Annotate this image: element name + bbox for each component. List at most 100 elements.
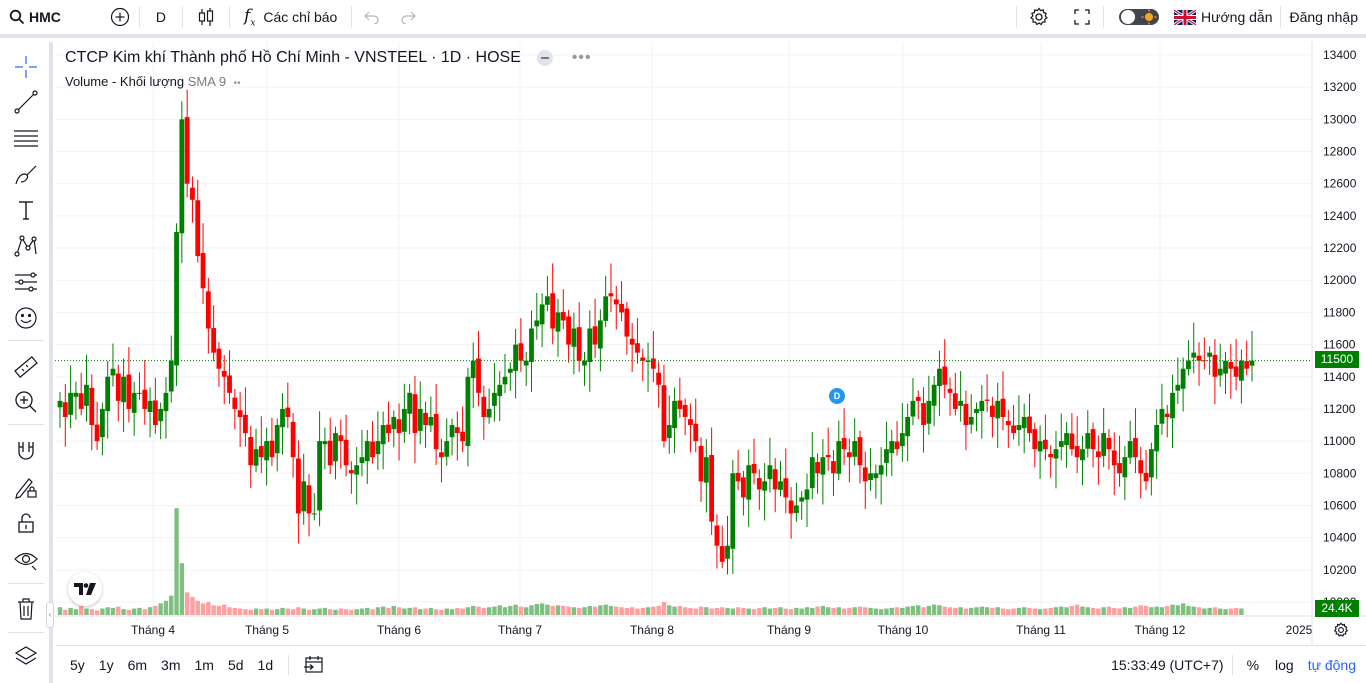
- range-button-1y[interactable]: 1y: [98, 656, 114, 673]
- last-volume-label: 24.4K: [1315, 600, 1359, 617]
- volume-bar: [1133, 606, 1138, 615]
- candle-body: [762, 481, 768, 491]
- volume-bar: [105, 607, 110, 615]
- symbol-label: HMC: [29, 9, 61, 25]
- candle-body: [1122, 457, 1128, 478]
- volume-bar: [455, 607, 460, 615]
- date-range-buttons: 5y 1y 6m 3m 1m 5d 1d: [55, 657, 280, 673]
- redo-button[interactable]: [390, 0, 428, 36]
- ruler-tool[interactable]: [11, 352, 41, 382]
- divider: [1231, 654, 1233, 675]
- legend-collapse-icon[interactable]: [537, 49, 554, 66]
- volume-bar: [428, 607, 434, 615]
- fullscreen-button[interactable]: [1061, 0, 1103, 36]
- volume-bar: [116, 606, 121, 615]
- help-link[interactable]: Hướng dẫn: [1170, 0, 1276, 36]
- candle-body: [163, 392, 169, 412]
- volume-bar: [492, 606, 497, 615]
- compare-button[interactable]: [70, 0, 139, 36]
- chart-type-button[interactable]: [183, 0, 229, 36]
- emoji-tool[interactable]: [11, 303, 41, 333]
- candle-body: [809, 457, 815, 489]
- brush-tool[interactable]: [11, 160, 41, 190]
- indicators-button[interactable]: fx Các chỉ báo: [230, 0, 351, 36]
- lock-tool[interactable]: [11, 508, 41, 538]
- divider: [1280, 6, 1282, 28]
- axis-settings-button[interactable]: [1333, 622, 1349, 638]
- zoom-tool[interactable]: [11, 387, 41, 417]
- symbol-search[interactable]: HMC: [0, 0, 70, 36]
- theme-toggle[interactable]: [1104, 0, 1170, 36]
- volume-bar: [873, 608, 879, 615]
- delete-tool[interactable]: [11, 594, 41, 624]
- undo-button[interactable]: [352, 0, 390, 36]
- volume-bar: [476, 606, 481, 615]
- auto-scale-toggle[interactable]: tự động: [1307, 656, 1356, 673]
- volume-bar: [216, 605, 222, 615]
- candle-body: [1239, 360, 1244, 381]
- candle-body: [661, 385, 667, 442]
- volume-bar: [169, 595, 174, 615]
- percent-toggle[interactable]: %: [1246, 656, 1260, 673]
- candle-body: [380, 425, 386, 445]
- chart-area[interactable]: 1000010200104001060010800110001120011400…: [46, 42, 1366, 645]
- volume-bar: [423, 608, 428, 615]
- volume-bar: [1191, 606, 1196, 615]
- crosshair-tool[interactable]: [11, 52, 41, 82]
- scroll-left-handle[interactable]: ‹: [46, 602, 54, 628]
- interval-button[interactable]: D: [140, 0, 182, 36]
- volume-bar: [174, 508, 179, 615]
- candle-body: [741, 477, 746, 498]
- more-options-icon[interactable]: •••: [571, 49, 592, 66]
- range-button-1m[interactable]: 1m: [194, 656, 214, 673]
- candle-body: [926, 400, 932, 424]
- visibility-tool[interactable]: [11, 544, 41, 574]
- candle-body: [682, 404, 688, 417]
- divider: [8, 340, 44, 341]
- tradingview-logo[interactable]: [68, 572, 102, 606]
- gear-icon: [1030, 7, 1048, 26]
- range-button-5d[interactable]: 5d: [227, 656, 244, 673]
- goto-date-button[interactable]: [297, 655, 331, 675]
- candle-body: [1101, 433, 1107, 456]
- login-button[interactable]: Đăng nhập: [1285, 0, 1366, 36]
- volume-bar: [1170, 604, 1175, 615]
- range-button-1d[interactable]: 1d: [257, 656, 274, 673]
- range-button-6m[interactable]: 6m: [127, 656, 148, 673]
- range-button-3m[interactable]: 3m: [161, 656, 181, 673]
- magnet-tool[interactable]: [11, 436, 41, 466]
- volume-bar: [481, 607, 487, 615]
- candle-body: [486, 408, 492, 418]
- volume-bar: [984, 607, 990, 615]
- layers-icon: [14, 646, 38, 665]
- candle-body: [1127, 441, 1133, 458]
- candle-body: [1164, 413, 1170, 417]
- text-tool[interactable]: [11, 195, 41, 225]
- volume-bar: [545, 604, 550, 615]
- pattern-tool[interactable]: [11, 231, 41, 261]
- candle-body: [126, 374, 132, 409]
- candles-icon: [198, 8, 214, 26]
- volume-bar: [375, 607, 381, 615]
- candle-body: [1021, 416, 1027, 429]
- lock-drawing-tool[interactable]: [11, 472, 41, 502]
- candle-body: [1074, 446, 1080, 458]
- range-button-5y[interactable]: 5y: [70, 656, 85, 673]
- log-toggle[interactable]: log: [1275, 656, 1294, 673]
- object-tree-button[interactable]: [11, 642, 41, 672]
- prediction-tool[interactable]: [11, 267, 41, 297]
- price-chart[interactable]: 1000010200104001060010800110001120011400…: [55, 42, 1366, 645]
- dividend-marker[interactable]: D: [829, 388, 845, 404]
- candle-body: [433, 413, 439, 450]
- clock-timezone[interactable]: 15:33:49 (UTC+7): [1111, 656, 1224, 673]
- candle-body: [942, 366, 948, 385]
- candle-body: [714, 525, 720, 546]
- volume-bar: [635, 608, 640, 615]
- candle-body: [1138, 460, 1144, 474]
- trend-line-tool[interactable]: [11, 87, 41, 117]
- fib-tool[interactable]: [11, 123, 41, 153]
- candle-body: [905, 416, 911, 437]
- y-tick-label: 10800: [1323, 466, 1357, 480]
- settings-button[interactable]: [1017, 0, 1061, 36]
- more-options-icon[interactable]: ••: [233, 78, 241, 89]
